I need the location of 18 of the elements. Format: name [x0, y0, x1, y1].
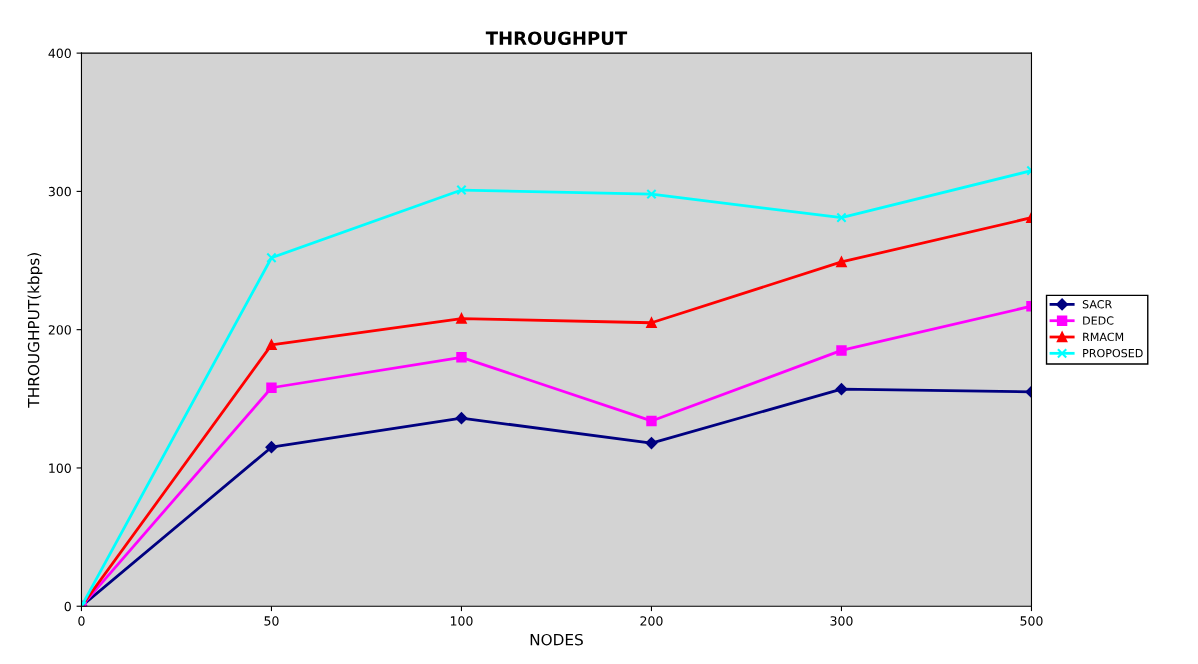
x-tick-label: 100	[450, 616, 473, 626]
y-axis-title: THROUGHPUT(kbps)	[27, 253, 43, 408]
chart-title: THROUGHPUT	[485, 31, 628, 46]
legend-label: RMACM	[1083, 332, 1124, 342]
x-tick-label: 200	[640, 616, 663, 626]
legend-label: PROPOSED	[1083, 348, 1143, 358]
y-tick-label: 300	[48, 186, 71, 197]
x-tick-label: 0	[78, 616, 85, 626]
legend-label: SACR	[1082, 300, 1112, 309]
y-tick-label: 200	[48, 325, 71, 335]
x-axis-title: NODES	[530, 633, 583, 646]
legend-label: DEDC	[1083, 316, 1114, 325]
y-tick-label: 0	[64, 601, 71, 612]
x-tick-label: 300	[830, 616, 853, 626]
y-tick-label: 100	[49, 463, 71, 473]
x-tick-label: 500	[1020, 616, 1043, 626]
y-tick-label: 400	[48, 48, 71, 59]
x-tick-label: 50	[264, 616, 279, 626]
